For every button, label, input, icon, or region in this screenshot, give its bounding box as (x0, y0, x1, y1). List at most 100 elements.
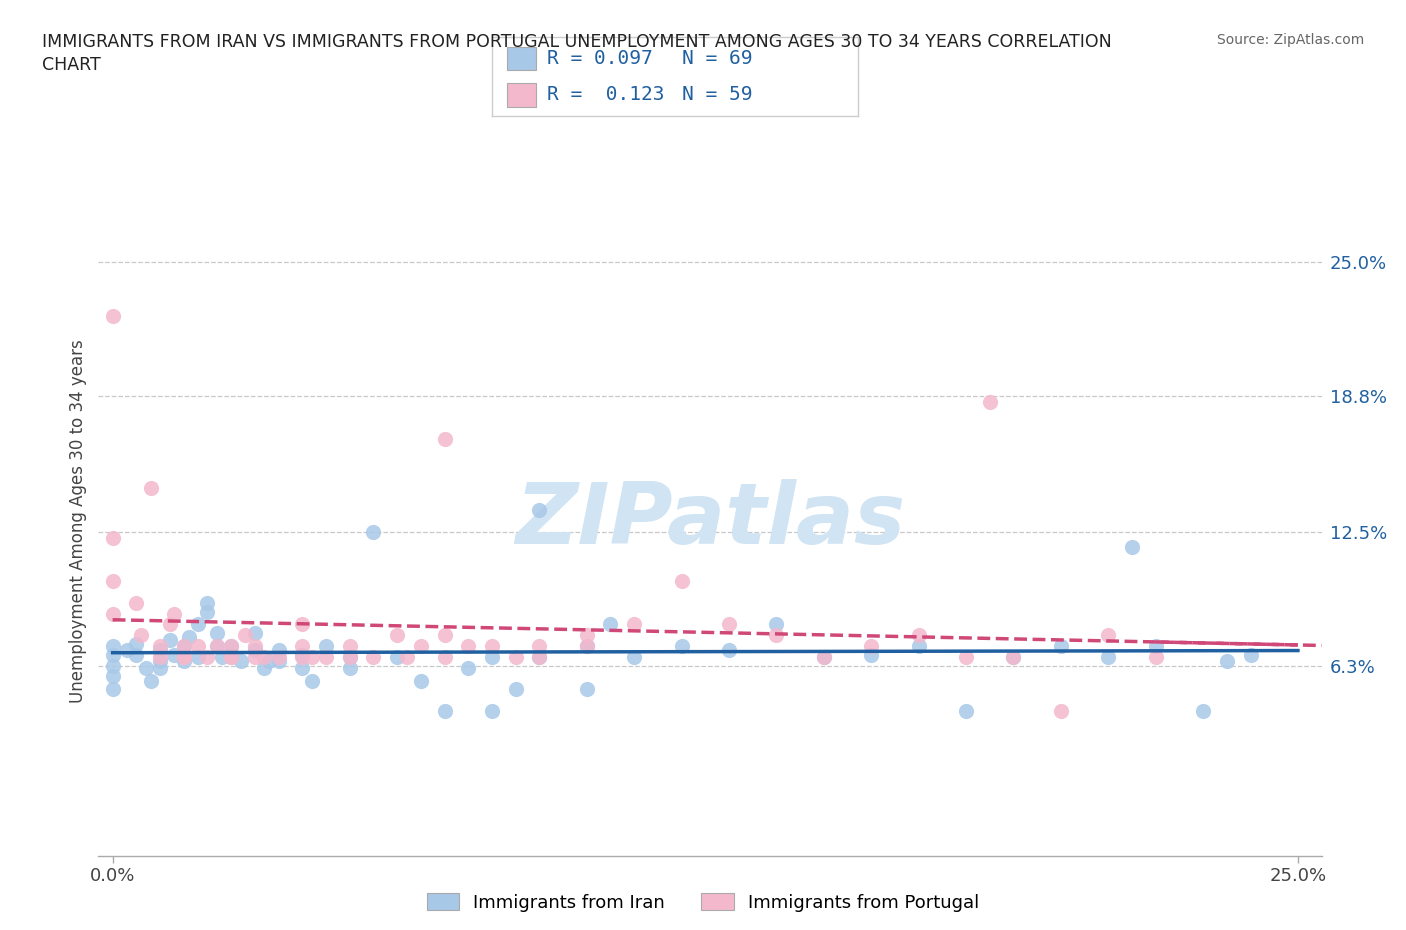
Point (765, 617, 787, 631)
Point (125, 636, 148, 651)
Point (159, 617, 181, 631)
Point (860, 639, 883, 654)
FancyBboxPatch shape (506, 83, 536, 107)
Point (623, 649, 645, 664)
Point (433, 649, 456, 664)
Point (197, 595, 219, 610)
Point (315, 649, 337, 664)
Point (409, 639, 432, 654)
Point (505, 682, 527, 697)
Point (125, 595, 148, 610)
Point (101, 669, 124, 684)
Text: N = 69: N = 69 (682, 49, 752, 68)
Point (163, 606, 186, 621)
Point (291, 649, 314, 664)
Point (149, 654, 172, 669)
Point (101, 647, 124, 662)
Point (433, 703, 456, 718)
Point (149, 649, 172, 664)
Point (243, 643, 266, 658)
Point (197, 604, 219, 619)
Point (267, 643, 290, 658)
Point (159, 632, 181, 647)
Point (211, 649, 233, 664)
Point (101, 574, 124, 589)
Point (1121, 539, 1143, 554)
Point (813, 649, 835, 664)
Point (1216, 654, 1239, 669)
Point (671, 639, 693, 654)
Legend: Immigrants from Iran, Immigrants from Portugal: Immigrants from Iran, Immigrants from Po… (426, 894, 980, 911)
Point (267, 649, 290, 664)
Point (301, 649, 323, 664)
Point (907, 639, 929, 654)
Point (101, 606, 124, 621)
Point (173, 654, 195, 669)
Point (717, 617, 740, 631)
Point (177, 630, 200, 644)
Point (363, 525, 385, 539)
Point (253, 649, 276, 664)
Point (339, 649, 361, 664)
Point (907, 628, 929, 643)
Point (529, 649, 551, 664)
Point (139, 673, 162, 688)
Point (197, 649, 219, 664)
Text: IMMIGRANTS FROM IRAN VS IMMIGRANTS FROM PORTUGAL UNEMPLOYMENT AMONG AGES 30 TO 3: IMMIGRANTS FROM IRAN VS IMMIGRANTS FROM … (42, 33, 1112, 50)
Point (135, 660, 157, 675)
Point (187, 617, 209, 631)
Point (187, 649, 209, 664)
Point (1144, 639, 1167, 654)
Text: N = 59: N = 59 (682, 86, 752, 104)
Point (301, 673, 323, 688)
Point (671, 574, 693, 589)
Point (187, 639, 209, 654)
FancyBboxPatch shape (506, 46, 536, 71)
Point (205, 626, 228, 641)
Point (173, 639, 195, 654)
Point (339, 639, 361, 654)
Point (481, 703, 503, 718)
Point (409, 673, 432, 688)
Point (1002, 649, 1025, 664)
Point (860, 647, 883, 662)
Point (149, 660, 172, 675)
Point (1239, 647, 1261, 662)
Point (139, 481, 162, 496)
Point (173, 649, 195, 664)
Point (505, 649, 527, 664)
Point (339, 660, 361, 675)
Point (173, 639, 195, 654)
Point (229, 654, 252, 669)
Point (1097, 628, 1119, 643)
Point (219, 639, 242, 654)
Point (529, 502, 551, 517)
Point (163, 647, 186, 662)
Point (291, 660, 314, 675)
Point (955, 649, 977, 664)
Point (457, 660, 479, 675)
Point (129, 628, 152, 643)
Point (125, 647, 148, 662)
Point (575, 682, 598, 697)
Point (1050, 639, 1073, 654)
Text: R = 0.097: R = 0.097 (547, 49, 652, 68)
Point (955, 703, 977, 718)
Point (257, 654, 280, 669)
Point (385, 628, 408, 643)
Point (457, 639, 479, 654)
Point (115, 643, 138, 658)
Point (765, 628, 787, 643)
Point (575, 639, 598, 654)
Point (529, 649, 551, 664)
Text: R =  0.123: R = 0.123 (547, 86, 665, 104)
Point (291, 639, 314, 654)
Point (205, 639, 228, 654)
Point (1002, 649, 1025, 664)
Point (385, 649, 408, 664)
Point (267, 654, 290, 669)
Point (575, 639, 598, 654)
Point (717, 643, 740, 658)
Point (149, 639, 172, 654)
Point (395, 649, 418, 664)
